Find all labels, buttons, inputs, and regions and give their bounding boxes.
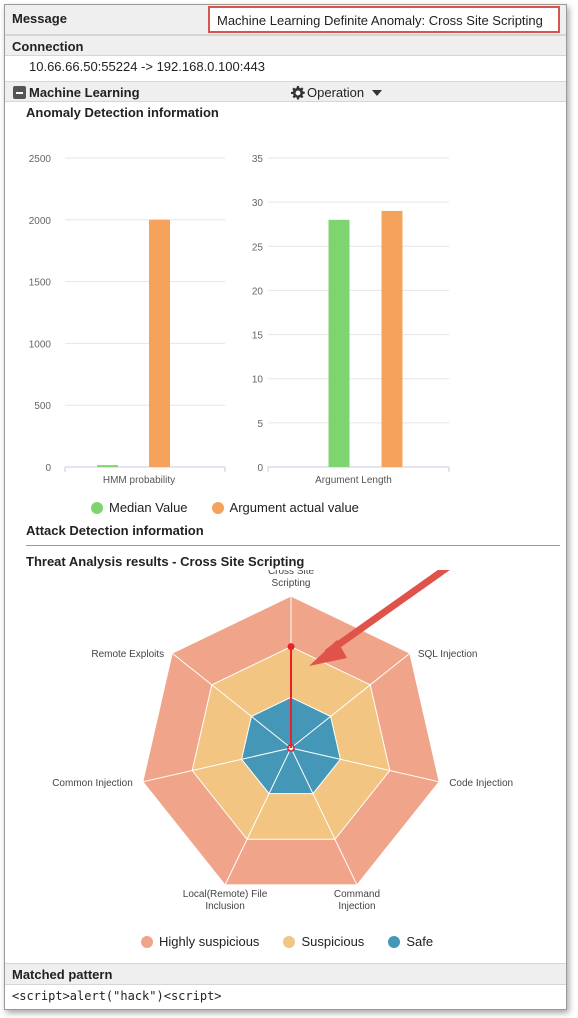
threat-analysis-title: Threat Analysis results - Cross Site Scr… xyxy=(26,554,305,569)
y-tick-label: 2000 xyxy=(29,216,52,227)
matched-pattern-value: <script>alert("hack")<script> xyxy=(12,989,222,1003)
axis-label-line: Local(Remote) File xyxy=(183,889,268,900)
radar-chart-svg: Cross Site Scripting SQL Injection Code Inj… xyxy=(52,556,513,912)
spoke-line xyxy=(224,747,292,886)
x-category-label: Argument Length xyxy=(315,475,392,486)
message-value: Machine Learning Definite Anomaly: Cross… xyxy=(208,6,560,33)
chevron-down-icon xyxy=(372,89,383,96)
radar-legend: Highly suspicious Suspicious Safe xyxy=(141,934,457,949)
axis-label: Local(Remote) File Inclusion xyxy=(183,889,268,912)
axis-label-line: Code Injection xyxy=(449,778,513,789)
threat-radar-chart: Cross Site Scripting SQL Injection Code Inj… xyxy=(13,556,558,930)
attack-detection-title: Attack Detection information xyxy=(26,523,204,538)
y-tick-label: 25 xyxy=(252,242,264,253)
message-label: Message xyxy=(12,11,67,26)
operation-label: Operation xyxy=(307,85,365,100)
y-tick-label: 1500 xyxy=(29,278,52,289)
legend-suspicious[interactable]: Suspicious xyxy=(283,934,364,949)
legend-actual[interactable]: Argument actual value xyxy=(211,500,359,515)
legend-safe-label: Safe xyxy=(406,934,434,949)
matched-pattern-header: Matched pattern xyxy=(5,963,566,985)
machine-learning-title: Machine Learning xyxy=(29,85,140,100)
y-tick-label: 30 xyxy=(252,198,264,209)
message-row: Message Machine Learning Definite Anomal… xyxy=(5,5,566,35)
spoke-line xyxy=(171,652,292,749)
highly-suspicious-dot-icon xyxy=(141,935,153,948)
center-marker xyxy=(287,744,295,752)
y-tick-label: 1000 xyxy=(29,339,52,350)
median-dot-icon xyxy=(91,501,103,514)
y-tick-label: 15 xyxy=(252,331,264,342)
y-tick-label: 10 xyxy=(252,375,264,386)
median-value-bar xyxy=(97,465,118,467)
axis-label-line: Injection xyxy=(338,901,375,912)
gear-icon xyxy=(291,85,305,99)
arrow-shaft xyxy=(324,556,462,656)
safe-dot-icon xyxy=(388,935,401,948)
axis-label-line: Inclusion xyxy=(205,901,244,912)
axis-label-line: Cross Site xyxy=(268,570,315,577)
collapse-icon[interactable] xyxy=(13,86,26,99)
y-tick-label: 500 xyxy=(34,401,51,412)
axis-label: SQL Injection xyxy=(418,649,478,660)
legend-highly-suspicious[interactable]: Highly suspicious xyxy=(141,934,259,949)
axis-label: Remote Exploits xyxy=(91,649,164,660)
y-tick-label: 0 xyxy=(45,463,51,474)
legend-suspicious-label: Suspicious xyxy=(301,934,365,949)
bar-charts-svg: 0 500 1000 1500 2000 2500 HMM probability 0 5 10 1… xyxy=(29,154,450,486)
actual-dot-icon xyxy=(211,501,224,514)
legend-actual-label: Argument actual value xyxy=(229,500,359,515)
legend-highly-suspicious-label: Highly suspicious xyxy=(159,934,260,949)
axis-label-line: SQL Injection xyxy=(418,649,478,660)
spoke-line xyxy=(290,747,440,783)
axis-label: Cross Site Scripting xyxy=(268,570,315,589)
axis-label-line: Common Injection xyxy=(52,778,133,789)
actual-value-bar xyxy=(381,210,403,467)
legend-median[interactable]: Median Value xyxy=(91,500,188,515)
y-tick-label: 5 xyxy=(257,419,263,430)
axis-label-line: Command xyxy=(334,889,380,900)
y-tick-label: 35 xyxy=(252,154,264,165)
legend-median-label: Median Value xyxy=(109,500,188,515)
axis-label: Command Injection xyxy=(334,889,380,912)
operation-dropdown[interactable]: Operation xyxy=(291,85,383,100)
axis-label: Common Injection xyxy=(52,778,133,789)
bar-chart-legend: Median Value Argument actual value xyxy=(91,500,383,515)
axis-label: Code Injection xyxy=(449,778,513,789)
series-point xyxy=(287,643,295,651)
y-tick-label: 20 xyxy=(252,286,264,297)
anomaly-bar-charts: 0 500 1000 1500 2000 2500 HMM probability 0 5 10 1… xyxy=(13,135,463,495)
axis-label-line: Remote Exploits xyxy=(91,649,164,660)
annotation-arrow-icon xyxy=(309,556,462,666)
suspicious-dot-icon xyxy=(283,935,296,948)
event-details-panel: Message Machine Learning Definite Anomal… xyxy=(4,4,567,1010)
median-value-bar xyxy=(328,219,350,467)
y-tick-label: 2500 xyxy=(29,154,52,165)
spoke-line xyxy=(290,747,358,886)
legend-safe[interactable]: Safe xyxy=(388,934,433,949)
spoke-line xyxy=(290,652,411,749)
section-divider xyxy=(26,545,560,546)
connection-value: 10.66.66.50:55224 -> 192.168.0.100:443 xyxy=(29,59,266,74)
machine-learning-header: Machine Learning Operation xyxy=(5,81,566,102)
x-category-label: HMM probability xyxy=(103,475,175,486)
actual-value-bar xyxy=(149,219,170,467)
spoke-line xyxy=(142,747,292,783)
axis-label-line: Scripting xyxy=(272,578,311,589)
connection-header: Connection xyxy=(5,35,566,56)
y-tick-label: 0 xyxy=(257,463,263,474)
arrow-head xyxy=(309,640,347,666)
anomaly-detection-title: Anomaly Detection information xyxy=(26,105,219,120)
